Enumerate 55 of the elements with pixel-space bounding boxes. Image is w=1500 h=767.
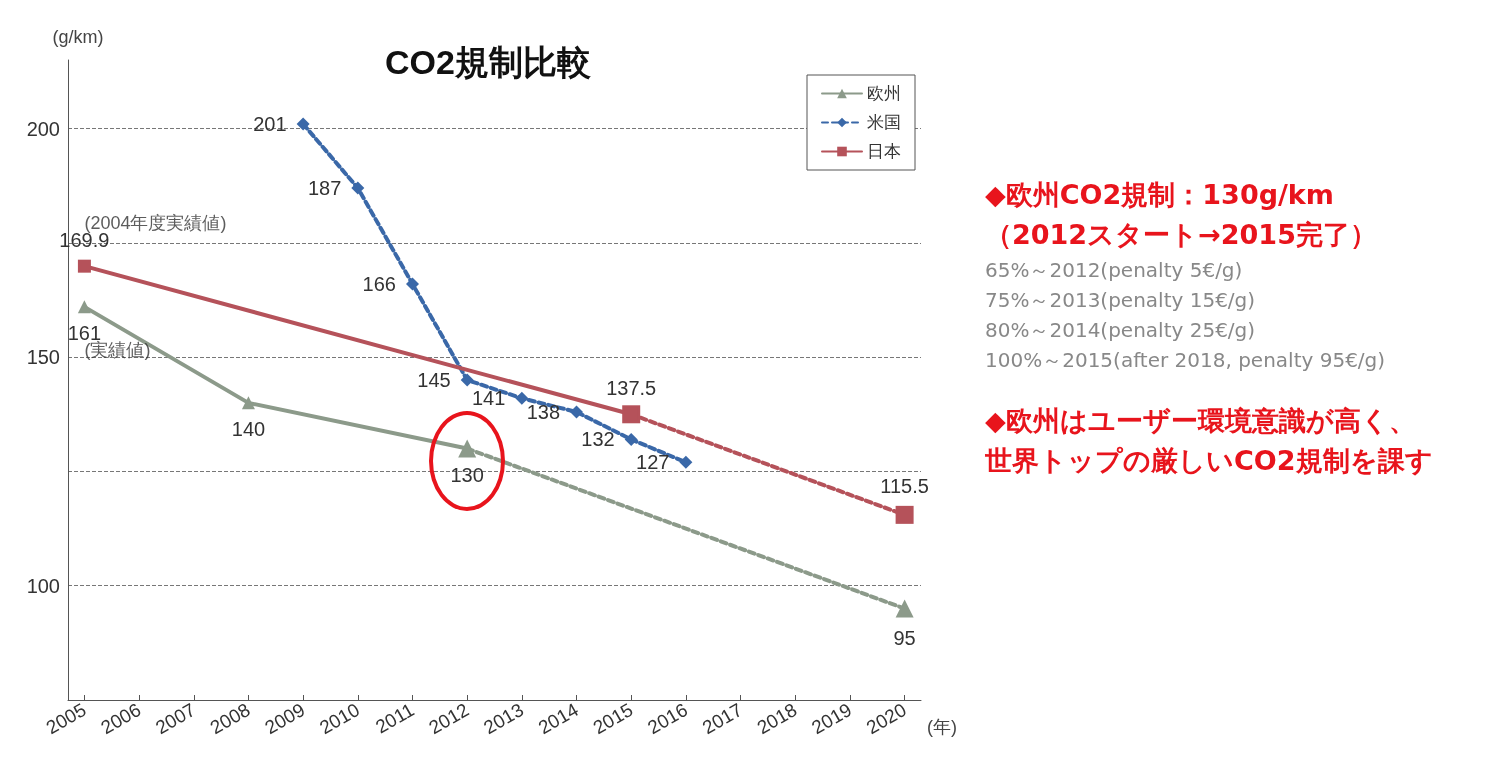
x-tick-label: 2016 xyxy=(644,698,692,739)
data-label: 138 xyxy=(526,401,561,423)
text: （2012スタート→2015完了） xyxy=(985,218,1378,252)
text: 100%～2015(after 2018, penalty 95€/g) xyxy=(985,347,1387,374)
text: 世界トップの厳しいCO2規制を課す xyxy=(985,444,1434,478)
text: ◆欧州CO2規制：130g/km xyxy=(985,178,1335,212)
y-tick-label: 200 xyxy=(26,117,60,140)
x-tick-label: 2010 xyxy=(315,698,364,739)
x-tick-label: 2008 xyxy=(206,698,254,739)
x-tick-label: 2020 xyxy=(862,698,910,739)
x-tick-label: 2014 xyxy=(534,698,582,739)
legend-label: 米国 xyxy=(867,113,901,132)
point xyxy=(570,405,584,419)
y-axis-title: (g/km) xyxy=(52,27,104,47)
point xyxy=(77,300,91,314)
data-label: 140 xyxy=(231,418,266,441)
data-label: 127 xyxy=(636,451,670,474)
x-tick-label: 2006 xyxy=(97,698,145,739)
legend-label: 欧州 xyxy=(867,84,901,103)
data-label: 137.5 xyxy=(606,376,657,399)
x-axis-title: (年) xyxy=(927,717,958,737)
point xyxy=(405,277,419,291)
point xyxy=(460,373,474,387)
text: ◆欧州はユーザー環境意識が高く、 xyxy=(985,404,1417,438)
x-tick-label: 2017 xyxy=(698,698,746,739)
point xyxy=(895,505,914,524)
x-tick-label: 2013 xyxy=(480,698,528,739)
data-label: 95 xyxy=(893,626,916,649)
text: 75%～2013(penalty 15€/g) xyxy=(985,287,1257,314)
x-tick-label: 2018 xyxy=(753,698,801,739)
text: 80%～2014(penalty 25€/g) xyxy=(985,317,1257,344)
point xyxy=(679,455,693,469)
legend-label: 日本 xyxy=(867,142,901,161)
data-label: 166 xyxy=(362,273,396,295)
data-label: 115.5 xyxy=(880,474,929,497)
x-tick-label: 2011 xyxy=(371,698,418,738)
point xyxy=(241,396,255,410)
text: 65%～2012(penalty 5€/g) xyxy=(985,257,1244,284)
chart-title: CO2規制比較 xyxy=(385,43,591,81)
point xyxy=(624,432,638,446)
point xyxy=(296,117,310,131)
x-tick-label: 2009 xyxy=(261,698,309,739)
x-tick-label: 2012 xyxy=(425,698,473,739)
point xyxy=(351,181,365,195)
data-label: 132 xyxy=(581,428,615,451)
x-tick-label: 2007 xyxy=(151,698,200,739)
y-tick-label: 100 xyxy=(26,574,60,597)
data-label: 187 xyxy=(307,177,342,199)
data-label: 141 xyxy=(471,387,506,410)
x-tick-label: 2015 xyxy=(589,698,637,739)
x-tick-label: 2005 xyxy=(42,698,90,739)
point xyxy=(515,391,529,405)
data-label: 145 xyxy=(417,369,451,391)
x-tick-label: 2019 xyxy=(808,698,856,739)
y-tick-label: 150 xyxy=(26,346,60,369)
